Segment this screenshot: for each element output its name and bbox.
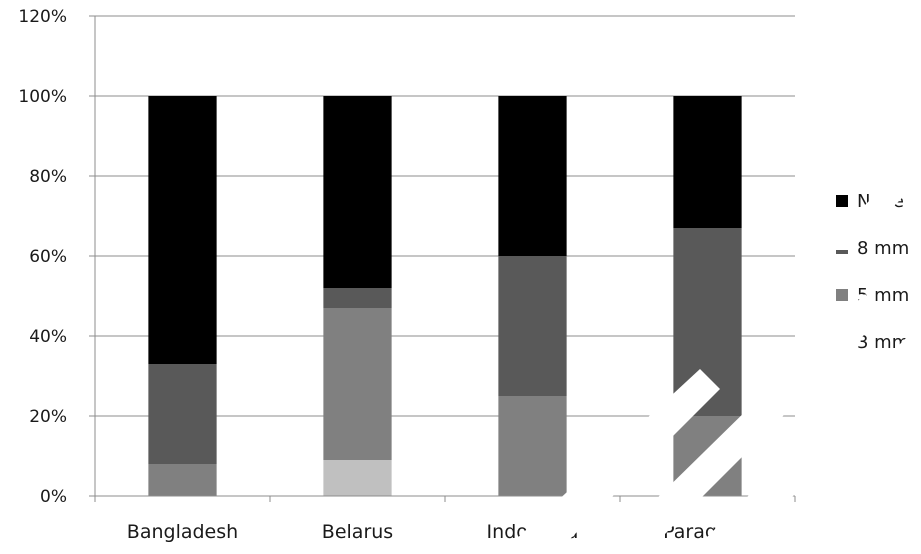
legend-label: 3 mm bbox=[857, 332, 909, 353]
x-tick-label: Paraguay bbox=[663, 521, 752, 543]
y-tick-label: 80% bbox=[29, 167, 67, 187]
bar-segment bbox=[323, 96, 392, 288]
bar-segment bbox=[148, 464, 217, 496]
x-tick-label: Bangladesh bbox=[127, 521, 238, 543]
bar-segment bbox=[673, 96, 742, 228]
bar-segment bbox=[498, 96, 567, 256]
bars bbox=[148, 96, 742, 496]
y-tick-label: 100% bbox=[18, 87, 67, 107]
legend-label: 8 mm bbox=[857, 238, 909, 259]
y-tick-label: 60% bbox=[29, 247, 67, 267]
y-tick-label: 20% bbox=[29, 407, 67, 427]
x-tick-label: Indonesia bbox=[487, 521, 579, 543]
bar-segment bbox=[673, 416, 742, 496]
bar-segment bbox=[323, 460, 392, 496]
y-tick-label: 0% bbox=[40, 487, 67, 507]
bar-segment bbox=[148, 96, 217, 364]
legend-swatch bbox=[836, 289, 848, 301]
bar-segment bbox=[148, 364, 217, 464]
bar-segment bbox=[673, 228, 742, 416]
legend-swatch bbox=[836, 242, 848, 254]
y-tick-label: 120% bbox=[18, 7, 67, 27]
legend-swatch bbox=[836, 195, 848, 207]
x-tick-label: Belarus bbox=[322, 521, 393, 543]
legend: None 8 mm 5 mm 3 mm bbox=[836, 191, 909, 353]
bar-segment bbox=[498, 396, 567, 496]
y-tick-labels: 0% 20% 40% 60% 80% 100% 120% bbox=[18, 7, 67, 507]
bar-segment bbox=[323, 288, 392, 308]
legend-swatch bbox=[836, 336, 848, 348]
legend-label: 5 mm bbox=[857, 285, 909, 306]
y-tick-label: 40% bbox=[29, 327, 67, 347]
bar-segment bbox=[498, 256, 567, 396]
x-tick-labels: Bangladesh Belarus Indonesia Paraguay bbox=[127, 521, 752, 543]
bar-segment bbox=[323, 308, 392, 460]
legend-label: None bbox=[857, 191, 904, 212]
